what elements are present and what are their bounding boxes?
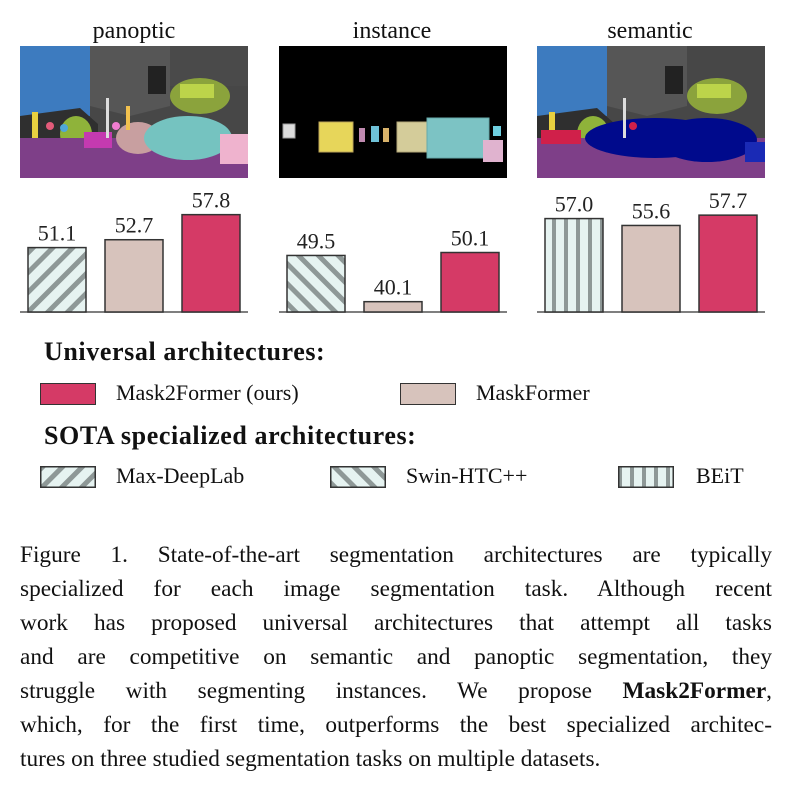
legend-label-mask2former: Mask2Former (ours) [116,380,299,405]
caption-line: work has proposed universal architecture… [20,610,772,636]
legend-label-maskformer: MaskFormer [476,380,590,405]
legend-label-maxdeeplab: Max-DeepLab [116,463,245,488]
bar-semantic-2 [698,214,758,313]
legend-swatch-swinhtc [330,466,386,488]
legend-label-beit: BEiT [696,463,744,488]
bar-charts: 51.1 52.7 57.8 49.5 40.1 50.1 57.0 55.6 57.7 [20,188,765,313]
bar-semantic-0 [544,217,604,313]
caption-line: specialized for each image segmentation … [20,576,772,602]
panoptic-segmentation-image [20,46,248,178]
legend-heading-specialized: SOTA specialized architectures: [44,421,417,450]
bar-instance-0 [286,254,346,313]
semantic-segmentation-image [537,46,765,178]
caption-line: tures on three studied segmentation task… [20,746,601,772]
bar-value-label: 55.6 [632,198,671,223]
bar-value-label: 50.1 [451,226,490,251]
instance-segmentation-image [279,46,507,178]
caption-punctuation: , [766,678,772,704]
bar-value-label: 40.1 [374,275,413,300]
caption-bold-model-name: Mask2Former [622,678,767,704]
bar-panoptic-0 [27,246,87,313]
bar-panoptic-2 [181,213,241,313]
legend-swatch-maxdeeplab [40,466,96,488]
bar-instance-1 [363,300,423,313]
bar-value-label: 57.0 [555,192,594,217]
bar-value-label: 57.7 [709,188,748,213]
caption-line: struggle with segmenting instances. We p… [20,674,772,708]
caption-line: and are competitive on semantic and pano… [20,644,772,670]
bar-value-label: 51.1 [38,221,77,246]
legend-swatch-beit [618,466,674,488]
caption-line: Figure 1. State-of-the-art segmentation … [20,542,772,568]
figure: panoptic instance semantic [20,18,765,488]
bar-instance-2 [440,251,500,313]
panel-title-semantic: semantic [607,18,693,44]
figure-caption: Figure 1. State-of-the-art segmentation … [20,538,772,776]
panel-title-panoptic: panoptic [92,18,176,44]
bar-panoptic-1 [104,238,164,313]
legend-swatch-maskformer [400,383,456,405]
caption-text: struggle with segmenting instances. We p… [20,678,623,704]
bar-value-label: 52.7 [115,213,154,238]
legend-label-swinhtc: Swin-HTC++ [406,463,528,488]
legend-heading-universal: Universal architectures: [44,337,326,366]
bar-value-label: 49.5 [297,228,336,253]
legend-swatch-mask2former [40,383,96,405]
caption-line: which, for the first time, outperforms t… [20,712,772,738]
bar-value-label: 57.8 [192,188,231,213]
bar-semantic-1 [621,224,681,313]
panel-title-instance: instance [352,18,432,44]
